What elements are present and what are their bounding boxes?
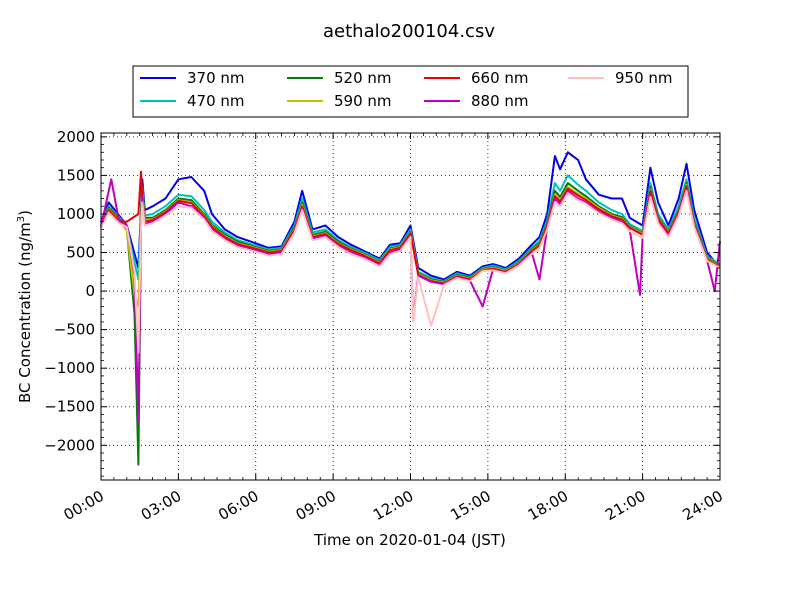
legend-label: 950 nm bbox=[615, 69, 673, 87]
y-tick-label: 500 bbox=[66, 244, 95, 262]
x-tick-label: 12:00 bbox=[370, 487, 416, 524]
x-tick-label: 18:00 bbox=[525, 487, 571, 524]
legend-label: 370 nm bbox=[187, 69, 245, 87]
y-tick-label: −1500 bbox=[44, 398, 95, 416]
x-axis-label: Time on 2020-01-04 (JST) bbox=[313, 531, 506, 549]
y-tick-label: −500 bbox=[54, 321, 95, 339]
y-tick-label: −1000 bbox=[44, 359, 95, 377]
grid bbox=[101, 133, 720, 480]
x-tick-label: 06:00 bbox=[215, 487, 261, 524]
svg-text:BC Concentration (ng/m3): BC Concentration (ng/m3) bbox=[16, 210, 34, 403]
legend-box bbox=[132, 65, 689, 118]
x-tick-label: 21:00 bbox=[602, 487, 648, 524]
legend-label: 590 nm bbox=[334, 92, 392, 110]
x-tick-label: 15:00 bbox=[447, 487, 493, 524]
y-tick-label: 2000 bbox=[57, 128, 95, 146]
legend: 370 nm 470 nm 520 nm 590 nm 660 nm 880 nm 950 … bbox=[132, 65, 689, 118]
y-tick-label: −2000 bbox=[44, 436, 95, 454]
x-tick-label: 24:00 bbox=[680, 487, 726, 524]
legend-label: 880 nm bbox=[471, 92, 529, 110]
series-line-950-nm bbox=[100, 189, 721, 354]
y-axis-label: BC Concentration (ng/m3) bbox=[16, 210, 34, 403]
y-axis-label-tail: ) bbox=[16, 210, 34, 216]
y-tick-label: 1000 bbox=[57, 205, 95, 223]
x-tick-label: 09:00 bbox=[293, 487, 339, 524]
x-tick-label: 03:00 bbox=[138, 487, 184, 524]
legend-label: 520 nm bbox=[334, 69, 392, 87]
legend-label: 470 nm bbox=[187, 92, 245, 110]
axis-ticks: 00:00 03:00 06:00 09:00 12:00 15:00 18:00 21:00… bbox=[44, 128, 726, 524]
plot-lines bbox=[100, 151, 721, 466]
legend-label: 660 nm bbox=[471, 69, 529, 87]
series-line-660-nm bbox=[100, 170, 721, 285]
y-tick-label: 0 bbox=[85, 282, 95, 300]
y-axis-label-main: BC Concentration (ng/m bbox=[16, 222, 34, 403]
x-tick-label: 00:00 bbox=[61, 487, 107, 524]
y-axis-label-superscript: 3 bbox=[16, 216, 27, 222]
chart-title: aethalo200104.csv bbox=[323, 21, 495, 42]
y-tick-label: 1500 bbox=[57, 166, 95, 184]
